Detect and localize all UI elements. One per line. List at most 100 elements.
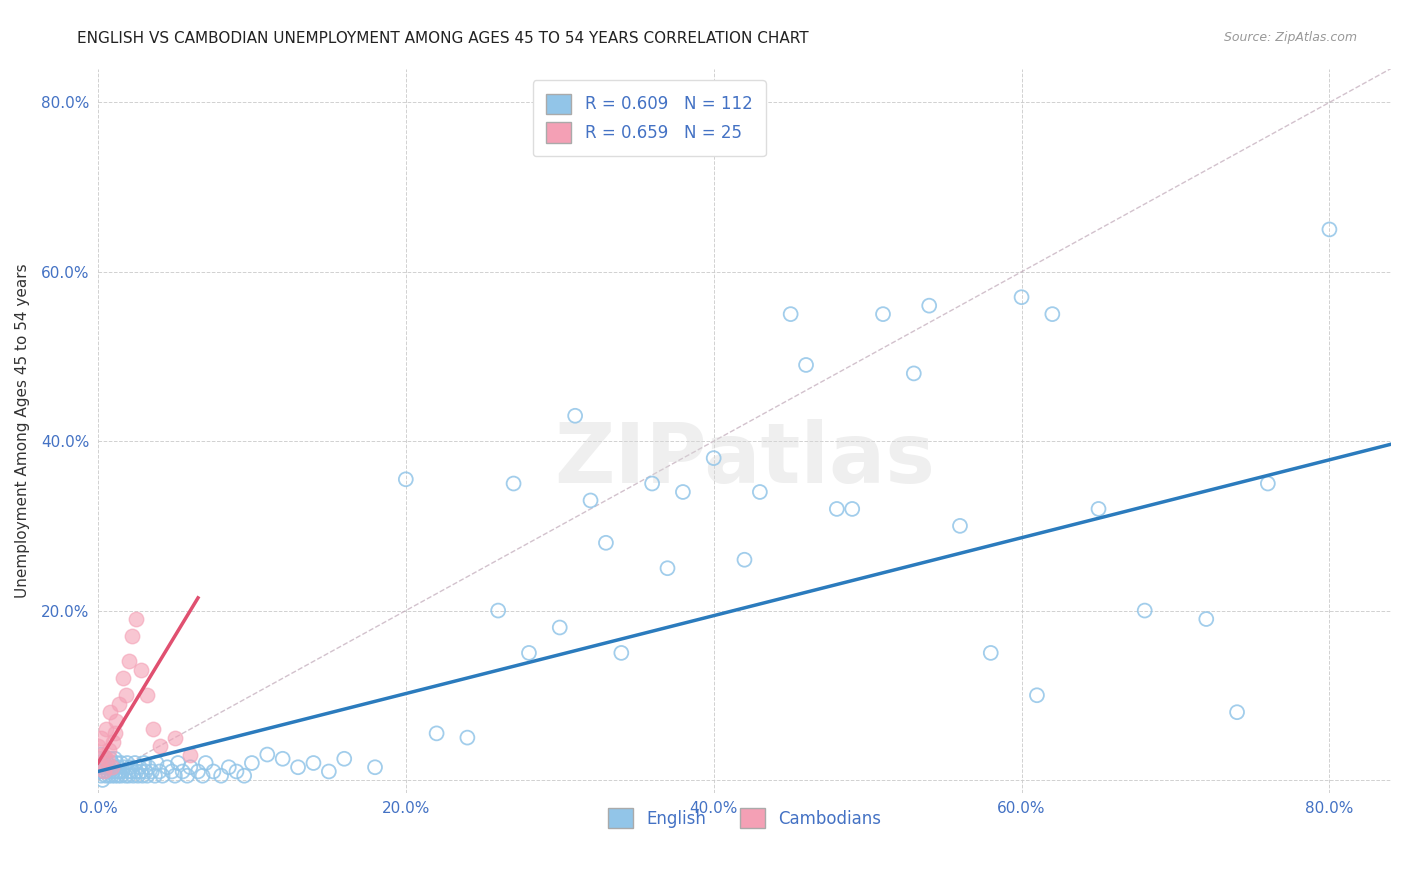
Point [949, 519, 972, 533]
Point [172, 764, 194, 779]
Point [240, 756, 263, 770]
Point [96, 764, 118, 779]
Point [114, 688, 136, 702]
Point [160, 764, 183, 779]
Point [93, 756, 115, 770]
Point [225, 764, 247, 779]
Point [980, 646, 1002, 660]
Point [152, 769, 174, 783]
Point [89, 756, 111, 770]
Point [502, 476, 524, 491]
Text: Source: ZipAtlas.com: Source: ZipAtlas.com [1223, 31, 1357, 45]
Point [107, 769, 129, 783]
Point [641, 476, 664, 491]
Point [125, 764, 148, 779]
Point [1011, 290, 1033, 304]
Point [176, 769, 198, 783]
Point [122, 769, 145, 783]
Point [97, 743, 120, 757]
Point [548, 620, 571, 634]
Point [90, 769, 112, 783]
Point [98, 752, 121, 766]
Point [1026, 688, 1049, 702]
Point [110, 756, 132, 770]
Point [1087, 502, 1109, 516]
Point [426, 726, 449, 740]
Point [167, 756, 190, 770]
Point [841, 502, 863, 516]
Point [145, 756, 167, 770]
Text: ENGLISH VS CAMBODIAN UNEMPLOYMENT AMONG AGES 45 TO 54 YEARS CORRELATION CHART: ENGLISH VS CAMBODIAN UNEMPLOYMENT AMONG … [77, 31, 808, 46]
Point [105, 714, 128, 728]
Point [333, 752, 356, 766]
Point [202, 764, 225, 779]
Point [191, 769, 214, 783]
Point [142, 722, 165, 736]
Point [107, 760, 129, 774]
Point [179, 747, 201, 762]
Point [105, 764, 128, 779]
Point [104, 726, 127, 740]
Point [108, 764, 131, 779]
Point [148, 739, 170, 753]
Point [121, 764, 143, 779]
Point [456, 731, 478, 745]
Point [135, 764, 157, 779]
Point [118, 764, 141, 779]
Point [131, 769, 153, 783]
Y-axis label: Unemployment Among Ages 45 to 54 years: Unemployment Among Ages 45 to 54 years [15, 263, 30, 598]
Point [101, 769, 124, 783]
Point [118, 769, 141, 783]
Point [672, 485, 695, 500]
Point [364, 760, 387, 774]
Point [136, 688, 159, 702]
Point [218, 760, 240, 774]
Legend: English, Cambodians: English, Cambodians [602, 801, 887, 835]
Point [110, 769, 132, 783]
Point [115, 756, 138, 770]
Point [918, 299, 941, 313]
Point [657, 561, 679, 575]
Point [128, 760, 150, 774]
Point [610, 646, 633, 660]
Point [1195, 612, 1218, 626]
Point [129, 764, 152, 779]
Point [111, 671, 134, 685]
Point [125, 612, 148, 626]
Point [1257, 476, 1279, 491]
Point [271, 752, 294, 766]
Point [121, 629, 143, 643]
Point [187, 764, 209, 779]
Point [287, 760, 309, 774]
Point [748, 485, 770, 500]
Point [124, 756, 146, 770]
Point [1226, 705, 1249, 719]
Point [872, 307, 894, 321]
Point [112, 760, 135, 774]
Point [233, 769, 256, 783]
Point [89, 764, 111, 779]
Point [136, 769, 159, 783]
Point [163, 731, 186, 745]
Point [96, 756, 118, 770]
Point [104, 769, 127, 783]
Point [97, 769, 120, 783]
Point [120, 760, 142, 774]
Point [91, 772, 114, 787]
Point [101, 760, 124, 774]
Point [94, 752, 117, 766]
Point [94, 769, 117, 783]
Point [794, 358, 817, 372]
Point [733, 553, 755, 567]
Point [90, 731, 112, 745]
Point [118, 654, 141, 668]
Point [103, 764, 125, 779]
Point [90, 747, 112, 762]
Point [517, 646, 540, 660]
Point [87, 756, 110, 770]
Point [96, 752, 118, 766]
Point [103, 760, 125, 774]
Point [318, 764, 340, 779]
Point [134, 756, 156, 770]
Point [779, 307, 801, 321]
